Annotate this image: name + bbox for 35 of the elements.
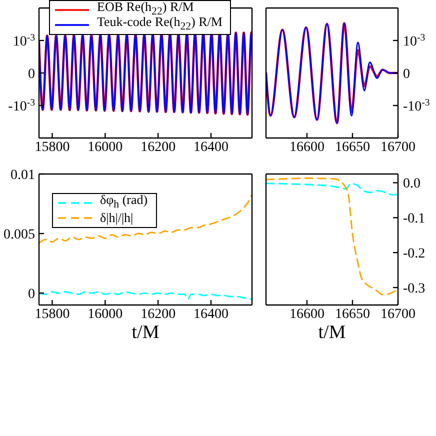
y-tick-label: -0.2 (403, 246, 426, 262)
x-tick-label: 16650 (334, 306, 370, 322)
line-series (39, 291, 252, 300)
y-tick-label: -10$^{-3}$ (8, 96, 36, 114)
legend-label: δφ$_{h}$ (rad) (100, 192, 148, 211)
y-tick-label: -0.3 (403, 282, 426, 297)
x-axis-title: t/M (132, 322, 160, 343)
y-tick-label: -10$^{-3}$ (403, 96, 430, 114)
x-tick-label: 16650 (334, 140, 370, 155)
x-tick-label: 15800 (34, 140, 70, 155)
x-tick-label: 15800 (34, 306, 70, 322)
line-series (39, 193, 252, 244)
y-tick-label: 0.01 (10, 168, 35, 183)
y-tick-label: 0.005 (4, 228, 35, 243)
y-tick-label: 10$^{-3}$ (12, 32, 36, 50)
legend-label: δ|h|/|h| (100, 210, 134, 225)
x-tick-label: 16400 (193, 140, 228, 155)
x-tick-label: 16400 (193, 306, 228, 322)
y-tick-label: 10$^{-3}$ (403, 32, 426, 50)
x-tick-label: 16600 (289, 306, 324, 322)
y-tick-label: 0 (28, 287, 35, 302)
x-tick-label: 16700 (380, 306, 416, 322)
y-tick-label: 0 (403, 66, 410, 82)
y-tick-label: -0.1 (403, 212, 426, 227)
x-axis-title: t/M (318, 322, 346, 343)
x-tick-label: 16000 (88, 140, 123, 155)
x-tick-label: 16000 (88, 306, 123, 322)
x-tick-label: 16700 (380, 140, 416, 155)
x-tick-label: 16600 (289, 140, 324, 155)
line-series (266, 177, 398, 296)
x-tick-label: 16200 (140, 306, 176, 322)
line-series (266, 182, 398, 196)
x-tick-label: 16200 (140, 140, 176, 155)
y-tick-label: 0.0 (403, 176, 420, 192)
y-tick-label: 0 (28, 66, 35, 82)
